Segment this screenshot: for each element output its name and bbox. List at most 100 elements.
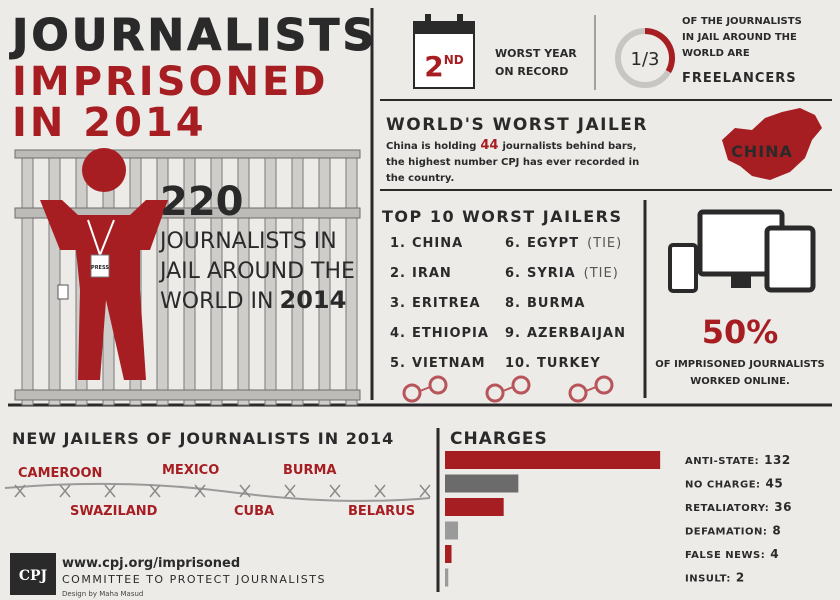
press-badge: [90, 254, 110, 278]
fraction: 1/3: [631, 49, 660, 70]
worst-jailer-line-1: China is holding 44 journalists behind bar…: [386, 138, 637, 153]
freelancers-line-3: WORLD ARE: [682, 48, 750, 59]
handcuff: [485, 383, 505, 403]
tablet: [764, 225, 816, 293]
top10-rank: 9.: [505, 326, 521, 341]
worst-jailer-line-1-part: journalists behind bars,: [501, 141, 636, 152]
barb: [59, 484, 71, 498]
top10-rank: 2.: [390, 266, 406, 281]
top10-name: ERITREA: [412, 296, 481, 311]
top10-item: 9. AZERBAIJAN: [505, 326, 626, 341]
barb: [374, 484, 386, 498]
top10-item: 1. CHINA: [390, 236, 463, 251]
online-percent: 50%: [702, 313, 779, 351]
charge-bar: [445, 568, 449, 587]
handcuff: [568, 383, 588, 403]
new-jailer-country: SWAZILAND: [70, 504, 158, 519]
jail-crossbar: [14, 149, 361, 159]
new-jailer-country: BURMA: [283, 463, 336, 478]
top10-item: 6. EGYPT (TIE): [505, 236, 622, 251]
handcuff-chain: [502, 386, 514, 392]
top10-name: EGYPT: [527, 236, 579, 251]
china-label: CHINA: [731, 142, 793, 161]
charge-value: 45: [766, 477, 784, 491]
top10-rank: 4.: [390, 326, 406, 341]
jail-crossbar: [14, 207, 361, 219]
top10-item: 10. TURKEY: [505, 356, 601, 371]
top10-rank: 8.: [505, 296, 521, 311]
charge-value: 8: [772, 524, 781, 538]
cpj-logo: [10, 553, 56, 595]
top10-rank: 6.: [505, 236, 521, 251]
handcuff: [402, 383, 422, 403]
barb: [329, 484, 341, 498]
footer-org: COMMITTEE TO PROTECT JOURNALISTS: [62, 573, 326, 586]
jail-line-3-text: WORLD IN: [160, 289, 274, 314]
jail-line-1: JOURNALISTS IN: [158, 229, 337, 254]
charges-heading: CHARGES: [450, 429, 548, 449]
worst-jailer-line-3: the country.: [386, 173, 454, 184]
calendar-ring: [425, 14, 431, 28]
rank-suffix: ND: [444, 53, 464, 67]
charge-name: RETALIATORY:: [685, 503, 769, 514]
new-jailer-country: MEXICO: [162, 463, 219, 478]
top10-rank: 3.: [390, 296, 406, 311]
calendar-ring: [457, 14, 463, 28]
worst-jailer-line-2: the highest number CPJ has ever recorded…: [386, 157, 639, 168]
charge-value: 4: [770, 547, 779, 561]
phone: [668, 243, 698, 293]
footer-credit: Design by Maha Masud: [62, 590, 143, 598]
handcuff-chain: [585, 386, 597, 392]
top10-rank: 10.: [505, 356, 531, 371]
charge-bar: [445, 521, 459, 540]
footer-url: www.cpj.org/imprisoned: [62, 556, 240, 571]
charge-label: FALSE NEWS: 4: [685, 547, 779, 561]
top10-name: AZERBAIJAN: [527, 326, 626, 341]
charge-value: 2: [736, 571, 745, 585]
freelancers-line-2: IN JAIL AROUND THE: [682, 32, 797, 43]
jail-lock: [57, 284, 69, 300]
worst-year-line-1: WORST YEAR: [495, 47, 577, 60]
top10-rank: 5.: [390, 356, 406, 371]
top10-rank: 1.: [390, 236, 406, 251]
press-badge-text: PRESS: [91, 265, 109, 271]
rank-number: 2: [424, 50, 443, 83]
top10-note: (TIE): [587, 236, 622, 251]
top10-name: IRAN: [412, 266, 452, 281]
charge-bar: [445, 451, 661, 469]
jail-line-2: JAIL AROUND THE: [158, 259, 355, 284]
worst-jailer-line-1-part: 44: [480, 138, 498, 153]
worst-year-rank: 2ND: [424, 50, 464, 83]
handcuff-chain: [419, 386, 431, 392]
top10-item: 6. SYRIA (TIE): [505, 266, 619, 281]
freelancers-line-1: OF THE JOURNALISTS: [682, 16, 802, 27]
charge-label: INSULT: 2: [685, 571, 745, 585]
top10-name: ETHIOPIA: [412, 326, 489, 341]
worst-year-line-2: ON RECORD: [495, 65, 568, 78]
charge-bar: [445, 474, 519, 493]
top10-note: (TIE): [584, 266, 619, 281]
handcuff: [511, 375, 531, 395]
barb: [194, 484, 206, 498]
title-line-3: IN 2014: [12, 100, 207, 146]
charge-name: DEFAMATION:: [685, 527, 767, 538]
freelancers-line-4: FREELANCERS: [682, 71, 797, 86]
top10-name: TURKEY: [537, 356, 601, 371]
top10-name: SYRIA: [527, 266, 576, 281]
charge-label: DEFAMATION: 8: [685, 524, 781, 538]
jail-bar: [21, 149, 34, 406]
charge-label: ANTI-STATE: 132: [685, 453, 791, 467]
charge-label: RETALIATORY: 36: [685, 500, 792, 514]
jail-line-3: WORLD IN 2014: [160, 286, 346, 314]
fraction-arc: [644, 28, 675, 73]
handcuff: [594, 375, 614, 395]
charge-value: 36: [774, 500, 792, 514]
barb: [104, 484, 116, 498]
barbed-wire: [4, 482, 431, 502]
charge-bar: [445, 545, 452, 563]
charge-value: 132: [764, 453, 791, 467]
top10-name: CHINA: [412, 236, 463, 251]
charge-name: NO CHARGE:: [685, 480, 761, 491]
